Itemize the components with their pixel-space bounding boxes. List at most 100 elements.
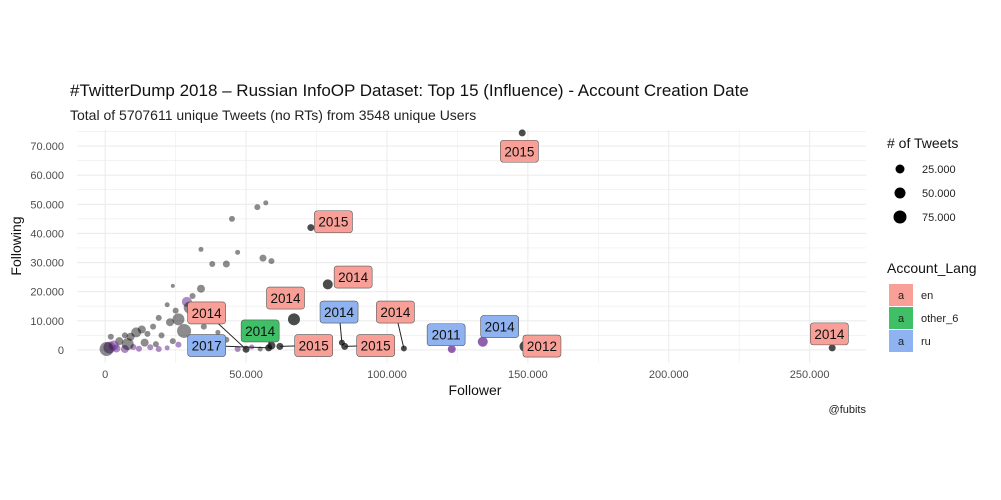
y-tick-label: 60.000 xyxy=(30,170,64,182)
chart-title: #TwitterDump 2018 – Russian InfoOP Datas… xyxy=(70,81,749,100)
data-point xyxy=(222,260,230,268)
year-label-box xyxy=(333,265,373,289)
data-point xyxy=(155,346,162,353)
y-tick-label: 30.000 xyxy=(30,258,64,270)
data-point xyxy=(177,323,192,338)
data-point xyxy=(235,249,241,255)
year-label-text: 2014 xyxy=(380,305,411,320)
data-point xyxy=(131,327,142,338)
y-tick-label: 70.000 xyxy=(30,141,64,153)
year-labels: 2015 2015 2014 2014 2014 2014 2014 2011 2012 2014… xyxy=(187,139,849,358)
data-point xyxy=(135,345,142,352)
top15-point xyxy=(477,336,488,347)
data-point xyxy=(155,314,162,321)
data-point xyxy=(189,293,196,300)
data-point xyxy=(140,338,149,347)
year-label-box xyxy=(426,323,466,347)
data-point xyxy=(107,333,114,340)
data-point xyxy=(228,215,235,222)
x-tick-label: 100.000 xyxy=(367,369,407,381)
year-label-text: 2014 xyxy=(338,270,369,285)
data-point xyxy=(254,204,261,211)
data-point xyxy=(259,254,267,262)
data-point xyxy=(196,284,205,293)
data-point xyxy=(164,345,170,351)
y-tick-label: 20.000 xyxy=(30,287,64,299)
x-tick-label: 50.000 xyxy=(229,369,263,381)
fill-legend-key-other_6 xyxy=(889,307,913,329)
year-label-box xyxy=(294,334,334,357)
year-label-text: 2012 xyxy=(527,339,557,354)
top15-point xyxy=(518,129,526,137)
year-label-text: 2014 xyxy=(485,320,516,335)
year-label-box xyxy=(480,315,519,338)
data-point xyxy=(147,344,154,351)
year-label-text: 2014 xyxy=(324,305,355,320)
year-label-box xyxy=(500,139,539,163)
top15-point xyxy=(447,345,456,354)
data-point xyxy=(268,258,275,265)
y-tick-label: 50.000 xyxy=(30,199,64,211)
year-label-box xyxy=(356,334,395,357)
x-tick-label: 150.000 xyxy=(508,369,548,381)
data-point xyxy=(152,341,159,348)
year-label-text: 2015 xyxy=(299,339,329,354)
x-axis-title: Follower xyxy=(449,382,502,398)
fill-legend-glyph-ru: a xyxy=(898,336,905,348)
points-others xyxy=(99,200,275,357)
year-label-text: 2014 xyxy=(245,324,276,339)
x-tick-label: 250.000 xyxy=(790,369,830,381)
year-label-box xyxy=(522,334,562,358)
data-point xyxy=(165,318,174,327)
y-tick-label: 40.000 xyxy=(30,228,64,240)
year-label-box xyxy=(187,334,226,357)
data-point xyxy=(99,342,114,357)
size-legend-key-25000 xyxy=(895,164,905,174)
year-label-box xyxy=(240,319,280,343)
fill-legend-title: Account_Lang xyxy=(887,260,977,276)
fill-legend-label-en: en xyxy=(921,290,933,302)
size-legend: # of Tweets 25.000 50.000 75.000 xyxy=(887,135,958,224)
x-tick-label: 200.000 xyxy=(649,369,689,381)
year-label-box xyxy=(810,322,849,346)
data-point xyxy=(130,343,137,350)
data-point xyxy=(144,330,151,337)
grid xyxy=(77,130,866,363)
year-label-text: 2014 xyxy=(814,327,845,342)
fill-legend-glyph-other_6: a xyxy=(898,313,905,325)
year-label-box xyxy=(266,286,305,310)
chart-caption: @fubits xyxy=(829,404,867,416)
data-point xyxy=(175,341,182,348)
size-legend-title: # of Tweets xyxy=(887,135,958,151)
chart-subtitle: Total of 5707611 unique Tweets (no RTs) … xyxy=(70,107,476,123)
data-point xyxy=(215,329,221,335)
fill-legend-label-ru: ru xyxy=(921,336,931,348)
data-point xyxy=(103,341,116,354)
size-legend-key-50000 xyxy=(894,187,906,199)
data-point xyxy=(121,332,128,339)
top15-point xyxy=(322,279,333,290)
fill-legend: Account_Lang a en a other_6 a ru xyxy=(887,260,977,352)
fill-legend-label-other_6: other_6 xyxy=(921,313,958,325)
data-point xyxy=(137,325,146,334)
data-point xyxy=(172,307,179,314)
fill-legend-glyph-en: a xyxy=(898,290,905,302)
data-point xyxy=(263,200,269,206)
data-point xyxy=(172,313,185,326)
data-point xyxy=(234,346,241,353)
size-legend-label-25000: 25.000 xyxy=(922,164,956,176)
year-label-box xyxy=(314,210,353,234)
year-label-text: 2015 xyxy=(504,144,534,159)
size-legend-key-75000 xyxy=(893,210,907,224)
data-point xyxy=(198,246,204,252)
year-label-box xyxy=(376,300,415,324)
data-point xyxy=(169,338,176,345)
data-point xyxy=(121,338,134,351)
top15-point xyxy=(307,224,315,232)
data-point xyxy=(209,260,216,267)
x-tick-label: 0 xyxy=(102,369,108,381)
data-point xyxy=(120,345,129,354)
data-point xyxy=(158,332,165,339)
year-label-text: 2011 xyxy=(432,328,461,343)
size-legend-label-75000: 75.000 xyxy=(922,212,956,224)
